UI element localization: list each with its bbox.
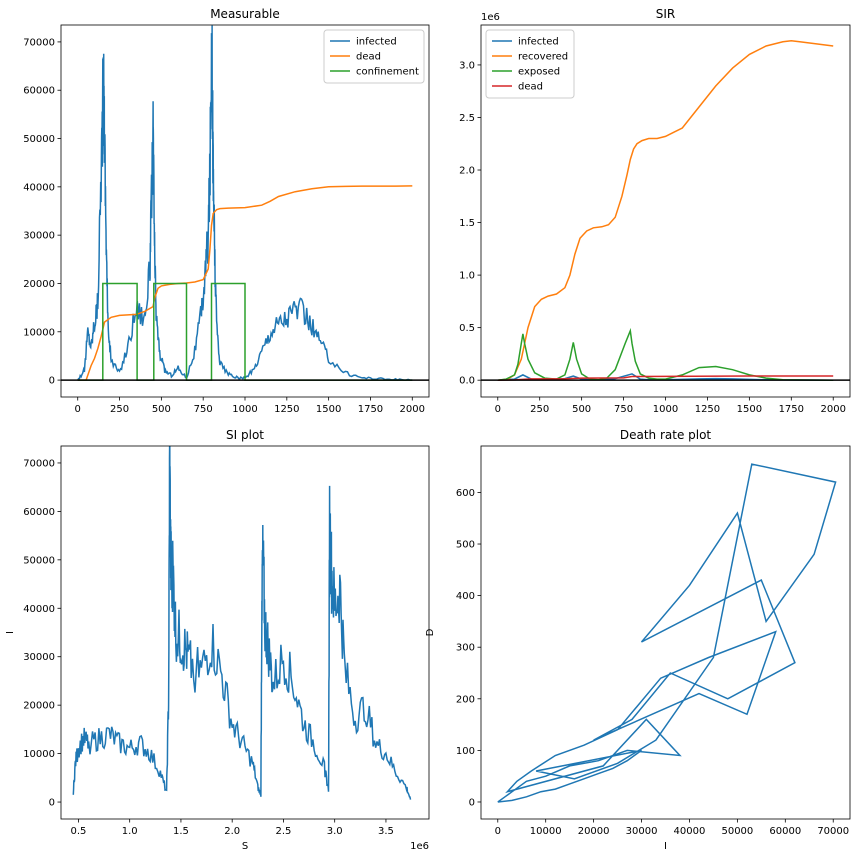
y-tick-label: 60000 (23, 507, 55, 518)
legend-label: dead (518, 82, 543, 93)
x-tick-label: 3.0 (327, 826, 343, 837)
y-tick-label: 2.0 (459, 166, 475, 177)
x-tick-label: 0 (495, 826, 501, 837)
series-line-confinement (77, 282, 413, 381)
x-tick-label: 0 (495, 404, 501, 415)
x-tick-label: 0.5 (70, 826, 86, 837)
chart-panel-3: 0 10000 20000 30000 40000 50000 60000 70000 0 100… (425, 428, 851, 852)
legend-label: dead (356, 52, 381, 63)
y-tick-label: 70000 (23, 37, 55, 48)
y-tick-label: 0 (469, 797, 475, 808)
x-tick-label: 500 (152, 404, 171, 415)
y-tick-label: 40000 (23, 182, 55, 193)
legend-box (323, 29, 425, 84)
y-axis-label: I (5, 631, 16, 634)
y-tick-label: 50000 (23, 134, 55, 145)
y-tick-label: 20000 (23, 279, 55, 290)
legend-label: exposed (518, 67, 560, 78)
axes-frame (480, 445, 851, 820)
y-tick-label: 0.0 (459, 376, 475, 387)
y-tick-label: 30000 (23, 231, 55, 242)
x-tick-label: 750 (194, 404, 213, 415)
x-tick-label: 750 (614, 404, 633, 415)
y-tick-label: 100 (456, 746, 475, 757)
x-tick-label: 1500 (316, 404, 341, 415)
x-tick-label: 500 (572, 404, 591, 415)
x-tick-label: 60000 (769, 826, 801, 837)
y-tick-label: 600 (456, 488, 475, 499)
y-tick-label: 200 (456, 694, 475, 705)
chart-panel-1: 0 250 500 750 1000 1250 1500 1750 2000 0.0 0.5 1.0 1… (459, 7, 851, 415)
legend-label: infected (356, 37, 397, 48)
x-tick-label: 70000 (817, 826, 849, 837)
x-exponent-label: 1e6 (410, 841, 429, 852)
series-line-series-0 (72, 446, 412, 800)
y-tick-label: 400 (456, 591, 475, 602)
series-line-recovered (497, 40, 834, 381)
chart-panel-0: 0 250 500 750 1000 1250 1500 1750 20000100002000… (23, 7, 430, 415)
legend-label: recovered (518, 52, 568, 63)
y-tick-label: 0 (49, 798, 55, 809)
legend-label: infected (518, 37, 559, 48)
x-tick-label: 3.5 (378, 826, 394, 837)
x-tick-label: 1250 (695, 404, 720, 415)
axes-frame (60, 445, 430, 820)
x-axis-label: S (242, 841, 248, 852)
legend-box (485, 29, 575, 99)
y-axis-label: D (425, 628, 436, 636)
y-tick-label: 50000 (23, 555, 55, 566)
y-exponent-label: 1e6 (481, 12, 500, 23)
x-tick-label: 0 (75, 404, 81, 415)
x-tick-label: 1000 (653, 404, 678, 415)
x-tick-label: 10000 (530, 826, 562, 837)
y-tick-label: 30000 (23, 652, 55, 663)
x-axis-label: I (664, 841, 667, 852)
y-tick-label: 1.5 (459, 218, 475, 229)
y-tick-label: 10000 (23, 327, 55, 338)
series-line-dead (77, 185, 413, 381)
y-tick-label: 300 (456, 643, 475, 654)
x-tick-label: 1750 (779, 404, 804, 415)
y-tick-label: 500 (456, 540, 475, 551)
x-tick-label: 2000 (821, 404, 846, 415)
series-line-series-0 (497, 463, 837, 803)
x-tick-label: 250 (110, 404, 129, 415)
legend: infected dead confinement (323, 29, 425, 84)
y-tick-label: 20000 (23, 701, 55, 712)
series-line-exposed (497, 327, 834, 381)
x-tick-label: 1750 (358, 404, 383, 415)
x-tick-label: 250 (530, 404, 549, 415)
y-tick-label: 0 (49, 376, 55, 387)
x-tick-label: 50000 (721, 826, 753, 837)
x-tick-label: 2.5 (275, 826, 291, 837)
x-tick-label: 1000 (232, 404, 257, 415)
y-tick-label: 1.0 (459, 271, 475, 282)
chart-title: SI plot (226, 428, 264, 442)
chart-title: SIR (656, 7, 676, 21)
legend: infected recovered exposed dead (485, 29, 575, 99)
x-tick-label: 1250 (274, 404, 299, 415)
chart-title: Measurable (210, 7, 280, 21)
legend-label: confinement (356, 67, 419, 78)
x-tick-label: 1.0 (122, 826, 138, 837)
y-tick-label: 3.0 (459, 60, 475, 71)
x-tick-label: 1500 (737, 404, 762, 415)
y-tick-label: 60000 (23, 86, 55, 97)
series-line-dead (497, 375, 834, 381)
x-tick-label: 1.5 (173, 826, 189, 837)
y-tick-label: 10000 (23, 749, 55, 760)
chart-title: Death rate plot (620, 428, 712, 442)
series-line-infected (77, 25, 413, 381)
y-tick-label: 0.5 (459, 323, 475, 334)
x-tick-label: 40000 (674, 826, 706, 837)
y-tick-label: 40000 (23, 604, 55, 615)
y-tick-label: 70000 (23, 458, 55, 469)
chart-panel-2: 0.5 1.0 1.5 2.0 2.5 3.0 3.5 0 10000 20000 30000 400… (5, 428, 430, 852)
x-tick-label: 20000 (578, 826, 610, 837)
x-tick-label: 2000 (400, 404, 425, 415)
x-tick-label: 2.0 (224, 826, 240, 837)
x-tick-label: 30000 (626, 826, 658, 837)
y-tick-label: 2.5 (459, 113, 475, 124)
